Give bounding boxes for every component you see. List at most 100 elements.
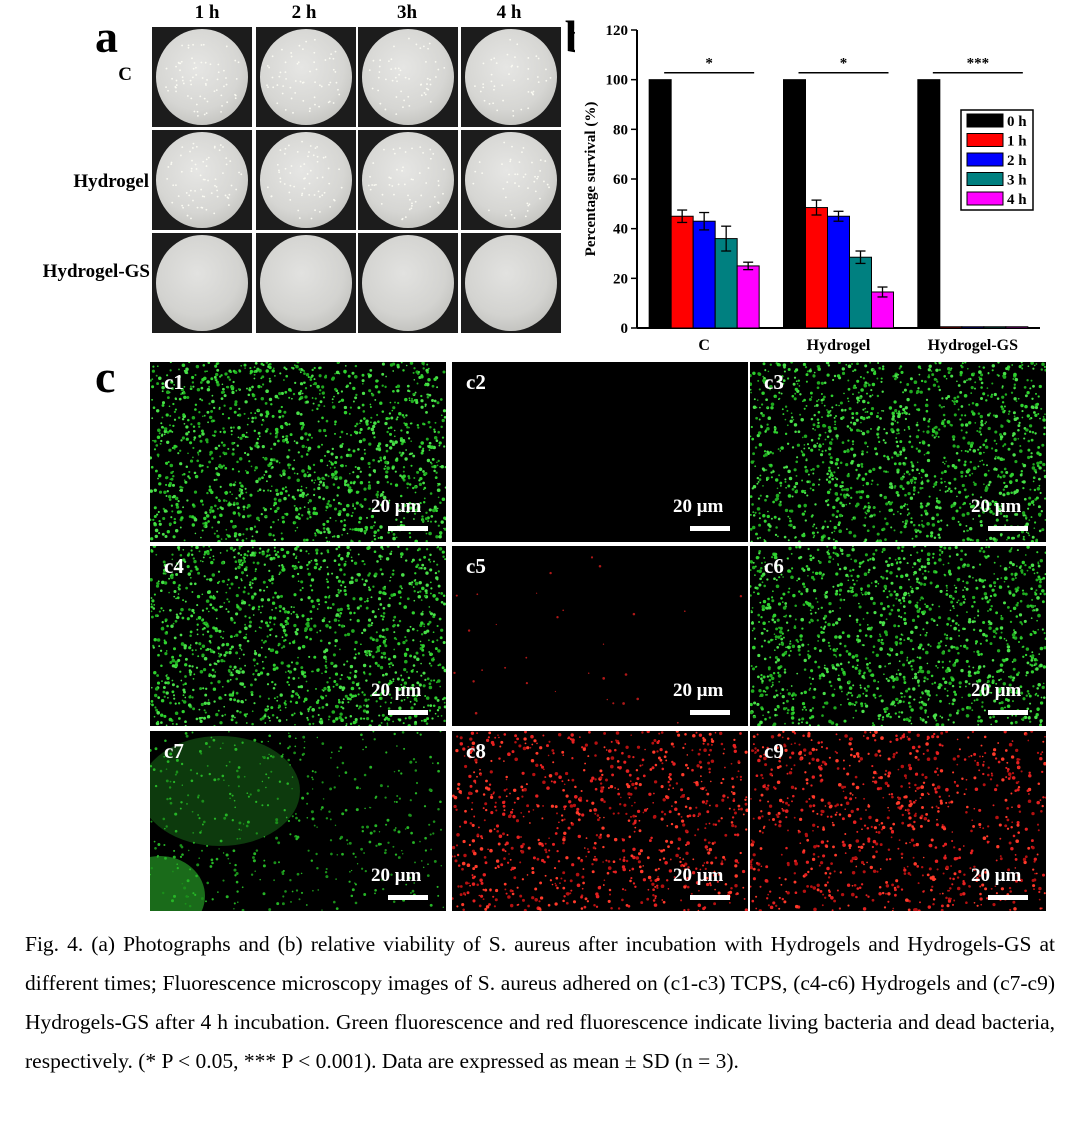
bar-3h-2 — [983, 326, 1007, 329]
y-tick-label: 60 — [613, 172, 628, 188]
x-category-label: Hydrogel-GS — [928, 337, 1018, 354]
micrograph-label: c7 — [164, 739, 184, 763]
bar-2h-2 — [961, 326, 985, 329]
agar-plate-photo — [152, 130, 252, 230]
agar-plate-photo — [256, 233, 356, 333]
micrograph-c1: c1 20 μm — [150, 362, 446, 542]
scale-bar — [988, 526, 1028, 531]
agar-plate — [156, 235, 248, 331]
legend-swatch — [966, 113, 1004, 128]
agar-plate-photo — [256, 27, 356, 127]
bar-0h-2 — [917, 79, 941, 329]
row-heading-hydrogel: Hydrogel — [73, 171, 149, 192]
micrograph-label: c9 — [764, 739, 784, 763]
significance-mark: * — [840, 56, 848, 72]
scale-bar-label: 20 μm — [673, 865, 724, 886]
y-tick-label: 40 — [613, 222, 628, 238]
agar-plate — [465, 132, 557, 228]
row-heading-hydrogel-gs: Hydrogel-GS — [42, 261, 150, 282]
scale-bar-label: 20 μm — [971, 496, 1022, 517]
scale-bar-label: 20 μm — [673, 680, 724, 701]
agar-plate-photo — [358, 130, 458, 230]
column-heading-1h: 1 h — [194, 2, 220, 23]
scale-bar — [388, 895, 428, 900]
scale-bar — [690, 526, 730, 531]
scale-bar-label: 20 μm — [371, 680, 422, 701]
micrograph-c3: c3 20 μm — [750, 362, 1046, 542]
agar-plate-photo — [152, 233, 252, 333]
significance-mark: * — [705, 56, 713, 72]
agar-plate-photo — [152, 27, 252, 127]
x-category-label: C — [698, 337, 710, 354]
bar-0h-0 — [648, 79, 672, 329]
scale-bar — [690, 710, 730, 715]
micrograph-c6: c6 20 μm — [750, 546, 1046, 726]
scale-bar — [388, 710, 428, 715]
bar-4h-0 — [736, 265, 760, 329]
agar-plate-photo — [256, 130, 356, 230]
agar-plate-photo — [461, 130, 561, 230]
scale-bar-label: 20 μm — [371, 496, 422, 517]
micrograph-label: c3 — [764, 370, 784, 394]
micrograph-label: c6 — [764, 554, 784, 578]
bar-1h-1 — [805, 207, 828, 329]
bar-3h-1 — [849, 256, 872, 329]
agar-plate — [465, 29, 557, 125]
micrograph-label: c4 — [164, 554, 184, 578]
column-heading-3h: 3h — [396, 2, 418, 23]
agar-plate — [156, 132, 248, 228]
scale-bar-label: 20 μm — [673, 496, 724, 517]
agar-plate — [362, 132, 454, 228]
y-tick-label: 120 — [606, 23, 629, 39]
agar-plate-photo — [461, 233, 561, 333]
bar-2h-1 — [827, 215, 850, 329]
agar-plate-photo — [358, 233, 458, 333]
legend-swatch — [966, 191, 1004, 206]
micrograph-c8: c8 20 μm — [452, 731, 748, 911]
legend-swatch — [966, 133, 1004, 147]
micrograph-label: c8 — [466, 739, 486, 763]
y-tick-label: 80 — [613, 122, 628, 138]
y-tick-label: 100 — [606, 73, 629, 89]
legend-label: 2 h — [1007, 153, 1027, 169]
agar-plate-photo — [461, 27, 561, 127]
y-axis-label: Percentage survival (%) — [583, 102, 599, 257]
micrograph-label: c2 — [466, 370, 486, 394]
agar-plate — [260, 235, 352, 331]
column-heading-4h: 4 h — [496, 2, 522, 23]
bar-4h-2 — [1005, 326, 1029, 329]
micrograph-label: c5 — [466, 554, 486, 578]
significance-mark: *** — [967, 56, 990, 72]
legend-swatch — [966, 152, 1004, 167]
micrograph-c2: c2 20 μm — [452, 362, 748, 542]
micrograph-c4: c4 20 μm — [150, 546, 446, 726]
survival-bar-chart: 0 20 40 60 80 100 120 Percentage survival (%) * C… — [575, 0, 1055, 355]
agar-plate — [362, 29, 454, 125]
row-heading-c: C — [118, 64, 132, 85]
y-tick-label: 20 — [613, 271, 628, 287]
bar-3h-0 — [714, 238, 738, 329]
legend-label: 0 h — [1007, 114, 1027, 130]
legend-label: 4 h — [1007, 192, 1027, 208]
agar-plate-photo — [358, 27, 458, 127]
scale-bar — [988, 895, 1028, 900]
legend-label: 3 h — [1007, 173, 1027, 189]
agar-plate — [260, 29, 352, 125]
bar-0h-1 — [783, 79, 806, 329]
micrograph-c7: c7 20 μm — [150, 731, 446, 911]
panel-a-letter: a — [95, 11, 118, 62]
column-heading-2h: 2 h — [291, 2, 317, 23]
panel-c-letter: c — [95, 351, 116, 402]
figure-caption: Fig. 4. (a) Photographs and (b) relative… — [25, 932, 1055, 1073]
scale-bar-label: 20 μm — [971, 680, 1022, 701]
y-tick-label: 0 — [621, 321, 629, 337]
bar-2h-0 — [692, 220, 716, 329]
x-category-label: Hydrogel — [807, 337, 871, 354]
micrograph-label: c1 — [164, 370, 184, 394]
bar-1h-0 — [670, 215, 694, 329]
scale-bar-label: 20 μm — [971, 865, 1022, 886]
legend-swatch — [966, 172, 1004, 186]
scale-bar-label: 20 μm — [371, 865, 422, 886]
legend-label: 1 h — [1007, 134, 1027, 150]
micrograph-c9: c9 20 μm — [750, 731, 1046, 911]
